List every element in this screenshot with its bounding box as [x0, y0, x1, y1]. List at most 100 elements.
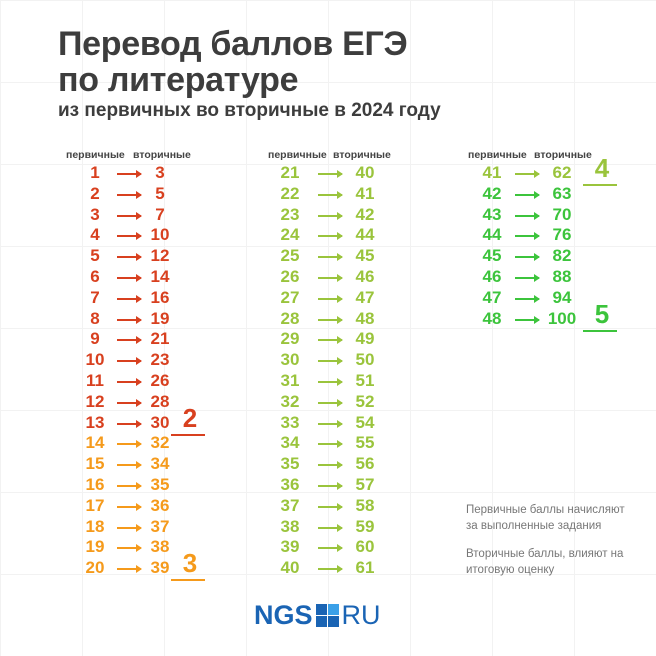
arrow-icon: [318, 565, 343, 574]
arrow-icon: [318, 274, 343, 282]
primary-score: 19: [85, 537, 105, 557]
primary-score: 7: [90, 287, 100, 307]
arrow-icon: [117, 544, 142, 553]
arrow-icon: [515, 253, 540, 262]
arrow-icon: [318, 461, 343, 470]
arrow-icon: [318, 336, 343, 345]
primary-score: 24: [280, 225, 300, 245]
ngs-logo: NGS RU: [254, 600, 381, 631]
primary-score: 43: [482, 204, 502, 224]
secondary-score: 16: [150, 287, 170, 307]
arrow-icon: [318, 211, 343, 220]
secondary-score: 62: [552, 163, 572, 182]
primary-score: 14: [85, 433, 105, 453]
secondary-score: 51: [355, 371, 375, 390]
arrow-icon: [318, 232, 343, 241]
primary-score: 18: [85, 516, 105, 536]
subtitle: из первичных во вторичные в 2024 году: [58, 100, 441, 121]
primary-score: 13: [85, 412, 105, 432]
primary-score: 17: [85, 495, 105, 515]
secondary-score: 100: [547, 308, 577, 328]
primary-score: 38: [280, 516, 300, 536]
secondary-score: 50: [355, 350, 375, 370]
primary-score: 4: [90, 225, 100, 245]
arrow-icon: [318, 315, 343, 324]
arrow-icon: [515, 232, 540, 241]
logo-domain: RU: [341, 600, 381, 630]
primary-score: 44: [482, 225, 502, 245]
secondary-score: 34: [150, 454, 170, 474]
secondary-score: 5: [155, 183, 165, 203]
secondary-score: 46: [355, 267, 375, 286]
secondary-score: 40: [355, 163, 375, 182]
secondary-score: 23: [150, 350, 170, 370]
secondary-score: 38: [150, 537, 170, 557]
arrow-icon: [117, 523, 142, 532]
arrow-icon: [515, 190, 540, 199]
secondary-score: 32: [150, 433, 170, 453]
secondary-score: 60: [355, 537, 375, 557]
arrow-icon: [318, 523, 343, 532]
primary-score: 36: [280, 475, 300, 494]
secondary-score: 35: [150, 475, 170, 494]
arrow-icon: [117, 565, 142, 574]
primary-score: 9: [90, 329, 100, 349]
primary-score: 23: [280, 204, 300, 224]
arrow-icon: [318, 170, 343, 178]
secondary-score: 94: [552, 287, 572, 307]
arrow-icon: [117, 232, 142, 241]
grade-underline: [171, 433, 205, 436]
primary-score: 37: [280, 495, 300, 515]
arrow-icon: [318, 440, 343, 449]
arrow-icon: [117, 440, 142, 449]
primary-score: 45: [482, 246, 502, 266]
header-secondary: вторичные: [333, 149, 391, 161]
secondary-score: 26: [150, 371, 170, 390]
primary-score: 48: [482, 308, 502, 328]
arrow-icon: [117, 482, 142, 490]
primary-score: 42: [482, 183, 502, 203]
arrow-icon: [515, 170, 540, 178]
grade-mark: 3: [182, 548, 198, 579]
secondary-score: 58: [355, 495, 375, 515]
secondary-score: 39: [150, 558, 170, 578]
header-primary: первичные: [66, 149, 125, 161]
secondary-score: 70: [552, 204, 572, 224]
primary-score: 8: [90, 308, 100, 328]
arrow-icon: [117, 336, 142, 345]
primary-score: 46: [482, 267, 502, 286]
secondary-score: 76: [552, 225, 572, 245]
arrow-icon: [117, 190, 142, 199]
arrow-icon: [515, 211, 540, 220]
arrow-icon: [318, 482, 343, 490]
arrow-icon: [515, 315, 540, 324]
title-line-1: Перевод баллов ЕГЭ: [58, 25, 408, 63]
grade-mark: 5: [594, 298, 610, 329]
arrow-icon: [318, 357, 343, 366]
grade-mark: 4: [594, 153, 610, 183]
arrow-icon: [515, 294, 540, 303]
arrow-icon: [318, 502, 343, 511]
primary-score: 27: [280, 287, 300, 307]
primary-score: 15: [85, 454, 105, 474]
header-primary: первичные: [468, 149, 527, 161]
arrow-icon: [117, 378, 142, 386]
primary-score: 35: [280, 454, 300, 474]
arrow-icon: [117, 211, 142, 220]
secondary-score: 57: [355, 475, 375, 494]
primary-score: 41: [482, 163, 502, 182]
secondary-score: 61: [355, 558, 375, 578]
secondary-score: 14: [150, 267, 170, 286]
primary-score: 29: [280, 329, 300, 349]
secondary-score: 56: [355, 454, 375, 474]
primary-score: 2: [90, 183, 100, 203]
title-line-2: по литературе: [58, 61, 299, 99]
primary-score: 33: [280, 412, 300, 432]
secondary-score: 47: [355, 287, 375, 307]
primary-score: 28: [280, 308, 300, 328]
secondary-score: 44: [355, 225, 375, 245]
arrow-icon: [318, 398, 343, 407]
primary-score: 10: [85, 350, 105, 370]
secondary-score: 49: [355, 329, 375, 349]
